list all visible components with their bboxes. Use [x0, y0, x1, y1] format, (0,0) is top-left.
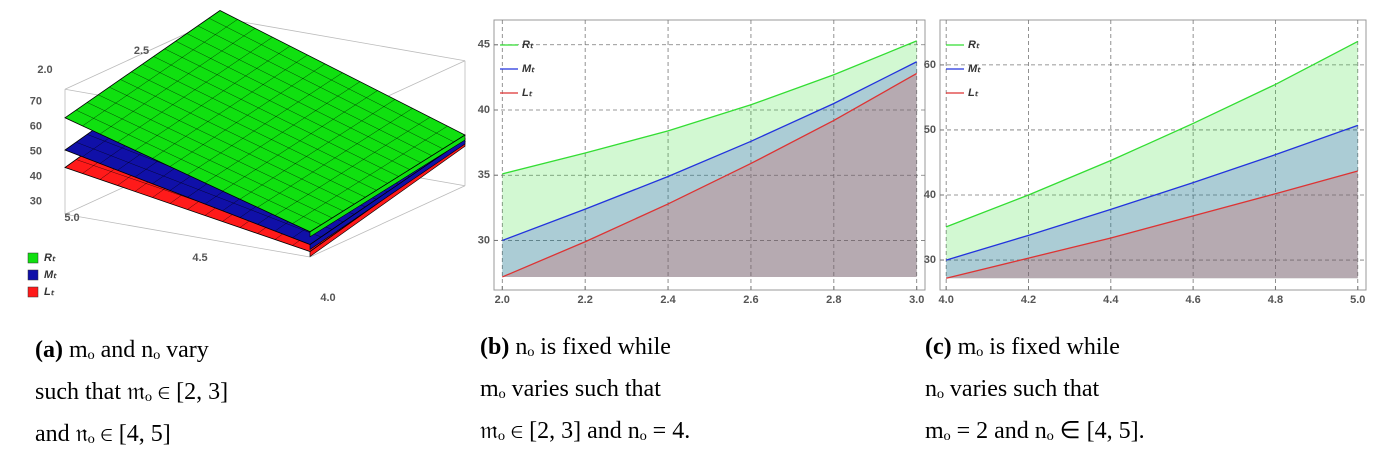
caption-line: nₒ varies such that [925, 376, 1100, 402]
x-tick-label: 4.8 [1268, 294, 1283, 306]
y-tick-label: 50 [924, 124, 936, 136]
caption-line: mₒ varies such that [480, 376, 661, 402]
y-tick-label: 30 [924, 254, 936, 266]
mesh-line [164, 48, 410, 170]
x-tick-label: 4.6 [1185, 294, 1200, 306]
x-tick-label: 2.0 [495, 294, 510, 306]
legend-label: Mₜ [44, 269, 57, 281]
mesh-line [117, 36, 273, 143]
caption-line: 𝔪ₒ ∈ [2, 3] and nₒ = 4. [480, 418, 690, 444]
area-fill [946, 41, 1358, 279]
caption-label: (b) [480, 334, 509, 360]
mesh-line [134, 45, 291, 151]
area-fill [502, 73, 917, 277]
x-tick-label: 2.2 [578, 294, 593, 306]
z-tick-label: 60 [30, 121, 42, 133]
x-tick-label: 2.8 [826, 294, 841, 306]
caption-label: (c) [925, 334, 952, 360]
mesh-line [99, 28, 256, 135]
legend-label: Mₜ [522, 63, 535, 75]
caption-line: and 𝔫ₒ ∈ [4, 5] [35, 421, 171, 447]
caption-line: such that 𝔪ₒ ∈ [2, 3] [35, 379, 228, 405]
y-tick-label: 40 [478, 104, 490, 116]
x-tick-label: 5.0 [1350, 294, 1365, 306]
legend-swatch [27, 286, 39, 298]
line [946, 170, 1358, 279]
y-tick-label: 35 [478, 169, 490, 181]
legend-label: Mₜ [968, 63, 981, 75]
area-fill [946, 170, 1358, 279]
y-tick-label: 60 [924, 59, 936, 71]
mesh-line [197, 25, 443, 150]
line [502, 72, 918, 278]
legend-label: Rₜ [522, 39, 534, 51]
area-fill [946, 125, 1358, 279]
area-fill [502, 61, 917, 277]
x-tick-label: 4.0 [939, 294, 954, 306]
y-tick-label: 40 [924, 189, 936, 201]
x-tick-label: 2.0 [37, 64, 52, 76]
x-tick-label: 3.0 [909, 294, 924, 306]
caption-label: (a) [35, 337, 63, 363]
caption-line: (a) mₒ and nₒ vary [35, 337, 209, 363]
mesh-line [208, 17, 455, 143]
box-edge [309, 185, 466, 258]
y-tick-label: 30 [478, 234, 490, 246]
mesh-line [82, 19, 238, 127]
x-tick-label: 2.5 [134, 45, 149, 57]
x-tick-label: 4.4 [1103, 294, 1119, 306]
caption-line: (b) nₒ is fixed while [480, 334, 671, 360]
surface [64, 10, 466, 233]
mesh-line [175, 40, 421, 163]
y-tick-label: 4.5 [192, 252, 207, 264]
legend-label: Lₜ [968, 87, 979, 99]
caption-line: mₒ = 2 and nₒ ∈ [4, 5]. [925, 418, 1145, 444]
plot-frame [939, 19, 1367, 291]
z-tick-label: 40 [30, 171, 42, 183]
line [502, 40, 917, 175]
caption-line: (c) mₒ is fixed while [925, 334, 1120, 360]
caption-text: mₒ and nₒ vary [69, 337, 209, 363]
y-tick-label: 4.0 [320, 292, 335, 304]
legend-label: Rₜ [968, 39, 980, 51]
x-tick-label: 2.6 [743, 294, 758, 306]
caption-text: mₒ is fixed while [958, 334, 1120, 360]
x-tick-label: 2.4 [660, 294, 676, 306]
legend-label: Lₜ [44, 286, 55, 298]
legend-label: Rₜ [44, 252, 56, 264]
plot-frame [493, 19, 926, 291]
z-tick-label: 50 [30, 146, 42, 158]
y-tick-label: 45 [478, 39, 490, 51]
mesh-line [152, 54, 308, 159]
x-tick-label: 4.2 [1021, 294, 1036, 306]
mesh-line [187, 72, 343, 175]
mesh-line [169, 63, 326, 167]
caption-text: nₒ is fixed while [515, 334, 671, 360]
box-edge [64, 213, 311, 258]
z-tick-label: 30 [30, 196, 42, 208]
z-tick-label: 70 [30, 96, 42, 108]
line [945, 124, 1358, 261]
legend-swatch [27, 252, 39, 264]
legend-swatch [27, 269, 39, 281]
mesh-line [186, 33, 432, 156]
line [945, 40, 1359, 228]
legend-label: Lₜ [522, 87, 533, 99]
y-tick-label: 5.0 [64, 212, 79, 224]
line [502, 61, 918, 242]
box-edge [219, 17, 466, 62]
mesh-line [153, 56, 399, 177]
